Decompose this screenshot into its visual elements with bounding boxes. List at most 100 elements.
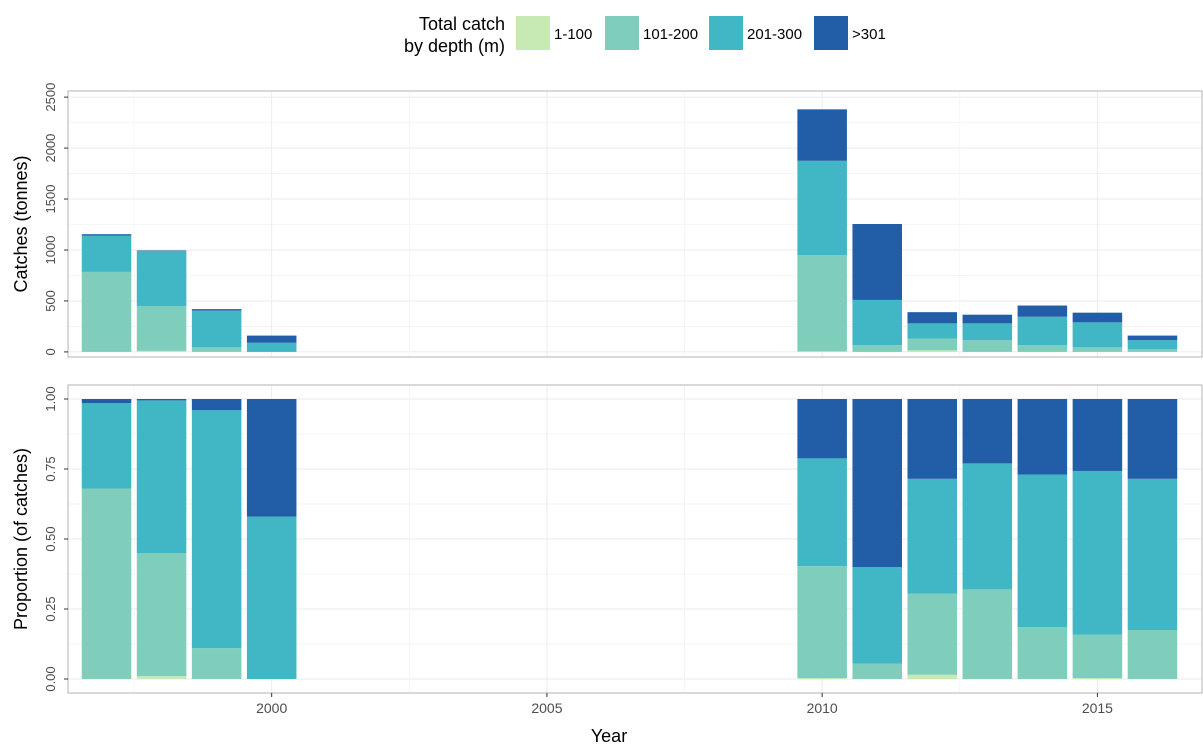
catches-ytick-label: 1000	[43, 236, 58, 265]
proportion-bar-2010-seg-2	[797, 566, 847, 679]
catches-y-axis: 0 500 1000 1500 2000 2500	[43, 83, 68, 356]
catches-bar-1999-seg-4	[191, 309, 242, 311]
proportion-bar-1997-seg-3	[81, 403, 132, 489]
catches-bar-2010-seg-2	[797, 255, 847, 352]
catches-bar-1997-seg-4	[81, 234, 132, 236]
proportion-ytick-label: 0.00	[43, 666, 58, 691]
catches-bar-2014-seg-3	[1017, 316, 1068, 346]
catches-bar-2016-seg-2	[1127, 349, 1178, 352]
legend-label-1: 1-100	[554, 26, 592, 43]
proportion-bar-2013-seg-4	[962, 399, 1013, 464]
proportion-bar-2013-seg-3	[962, 463, 1013, 590]
proportion-bar-2015-seg-4	[1072, 399, 1123, 471]
proportion-bar-1998-seg-1	[136, 676, 187, 679]
proportion-y-axis-title: Proportion (of catches)	[11, 448, 31, 630]
proportion-bar-2014-seg-3	[1017, 474, 1068, 628]
catches-bar-2013-seg-4	[962, 314, 1013, 324]
catches-ytick-label: 0	[43, 348, 58, 355]
legend-label-3: 201-300	[747, 26, 802, 43]
catches-bar-2016-seg-4	[1127, 335, 1178, 341]
catches-bar-2010-seg-1	[797, 351, 847, 352]
catches-bar-1999-seg-2	[191, 347, 242, 352]
proportion-bar-2010-seg-4	[797, 399, 847, 459]
catches-ytick-label: 2000	[43, 134, 58, 163]
proportion-bar-2010-seg-3	[797, 458, 847, 567]
proportion-bar-2015-seg-2	[1072, 634, 1123, 679]
proportion-bar-2016-seg-4	[1127, 399, 1178, 479]
proportion-bar-1998-seg-3	[136, 400, 187, 553]
proportion-bar-1997-seg-2	[81, 488, 132, 679]
catches-bar-2012-seg-2	[907, 338, 958, 351]
legend-title-line2: by depth (m)	[404, 36, 505, 56]
catches-bar-1997-seg-2	[81, 271, 132, 352]
proportion-xtick-label: 2005	[531, 700, 562, 716]
catches-bar-1998-seg-4	[136, 250, 187, 252]
legend-label-2: 101-200	[643, 26, 698, 43]
proportion-ytick-label: 0.50	[43, 526, 58, 551]
legend-items: 1-100 101-200 201-300 >301	[516, 16, 886, 50]
proportion-bar-1999-seg-4	[191, 399, 242, 411]
catches-bar-2011-seg-3	[852, 299, 902, 346]
proportion-bar-1997-seg-4	[81, 399, 132, 404]
catches-bar-2013-seg-2	[962, 340, 1013, 352]
catches-bar-2011-seg-2	[852, 345, 902, 352]
legend-key-4	[814, 16, 848, 50]
proportion-xtick-label: 2015	[1082, 700, 1113, 716]
catches-bar-2010-seg-3	[797, 160, 847, 256]
catches-bar-2014-seg-2	[1017, 345, 1068, 352]
proportion-xtick-label: 2010	[807, 700, 838, 716]
catches-bar-2012-seg-4	[907, 312, 958, 324]
proportion-bar-2011-seg-2	[852, 663, 902, 679]
catches-bar-2012-seg-1	[907, 350, 958, 352]
proportion-xtick-label: 2000	[256, 700, 287, 716]
proportion-bar-2000-seg-4	[246, 399, 297, 517]
catches-bar-2016-seg-3	[1127, 340, 1178, 350]
catches-bar-1997-seg-3	[81, 235, 132, 272]
proportion-bar-2011-seg-3	[852, 567, 902, 664]
catches-bar-2010-seg-4	[797, 109, 847, 161]
proportion-bar-2010-seg-1	[797, 678, 847, 679]
proportion-bar-2000-seg-3	[246, 516, 297, 679]
proportion-ytick-label: 0.75	[43, 456, 58, 481]
catches-bar-2015-seg-4	[1072, 312, 1123, 323]
proportion-bar-2014-seg-2	[1017, 627, 1068, 679]
legend-key-3	[709, 16, 743, 50]
legend-key-2	[605, 16, 639, 50]
catches-ytick-label: 2500	[43, 83, 58, 112]
proportion-bar-2015-seg-1	[1072, 678, 1123, 679]
proportion-bar-2015-seg-3	[1072, 470, 1123, 635]
proportion-bar-2012-seg-2	[907, 593, 958, 675]
catches-ytick-label: 1500	[43, 185, 58, 214]
proportion-bars	[81, 399, 1178, 679]
catches-bars	[81, 109, 1178, 352]
legend-title-line1: Total catch	[419, 14, 505, 34]
proportion-bar-1998-seg-4	[136, 399, 187, 401]
proportion-bar-2012-seg-4	[907, 399, 958, 479]
proportion-bar-2016-seg-3	[1127, 478, 1178, 630]
legend: Total catch by depth (m) 1-100 101-200 201…	[404, 14, 886, 56]
catches-bar-2012-seg-3	[907, 323, 958, 339]
catches-panel: 0 500 1000 1500 2000 2500 Catches (tonnes)	[11, 83, 1203, 358]
proportion-ytick-label: 0.25	[43, 596, 58, 621]
catches-bar-1998-seg-1	[136, 350, 187, 352]
proportion-bar-1999-seg-2	[191, 648, 242, 679]
proportion-bar-2012-seg-1	[907, 674, 958, 679]
catches-bar-2015-seg-3	[1072, 322, 1123, 348]
catches-ytick-label: 500	[43, 290, 58, 312]
catches-bar-1999-seg-3	[191, 310, 242, 348]
proportion-ytick-label: 1.00	[43, 386, 58, 411]
proportion-y-axis: 0.00 0.25 0.50 0.75 1.00	[43, 386, 68, 692]
proportion-bar-1998-seg-2	[136, 553, 187, 677]
catches-panel-border	[67, 90, 1203, 358]
proportion-bar-2013-seg-2	[962, 589, 1013, 679]
catches-bar-2014-seg-4	[1017, 305, 1068, 317]
catches-bar-2000-seg-4	[246, 335, 297, 343]
proportion-bar-1999-seg-3	[191, 410, 242, 649]
proportion-bar-2012-seg-3	[907, 478, 958, 594]
catches-bar-2000-seg-3	[246, 342, 297, 352]
x-axis-title: Year	[591, 726, 627, 746]
proportion-bar-2014-seg-4	[1017, 399, 1068, 475]
legend-label-4: >301	[852, 26, 886, 43]
catches-bar-1998-seg-3	[136, 251, 187, 307]
